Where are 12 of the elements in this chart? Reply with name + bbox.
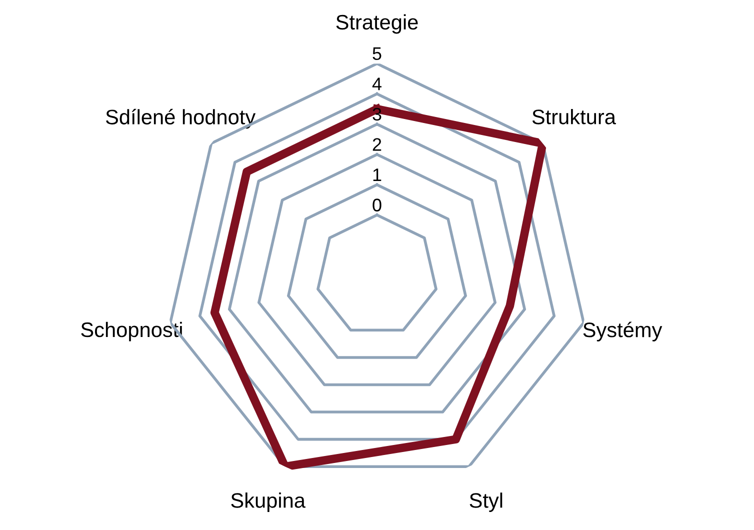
spoke-label: Styl — [470, 492, 502, 512]
spoke-label: Struktura — [532, 109, 616, 124]
y-tick-label: 1 — [373, 168, 382, 181]
y-tick-label: 4 — [372, 78, 382, 90]
spoke-label: Strategie — [336, 14, 418, 34]
y-tick-label: 5 — [372, 47, 382, 60]
spoke-label: Systémy — [583, 322, 662, 342]
y-tick-label: 0 — [372, 198, 382, 212]
y-tick-label: 2 — [372, 138, 382, 151]
spoke-label: Skupina — [231, 492, 306, 512]
spoke-label: Sdílené hodnoty — [106, 108, 256, 129]
spoke-label: Schopnosti — [81, 322, 182, 342]
